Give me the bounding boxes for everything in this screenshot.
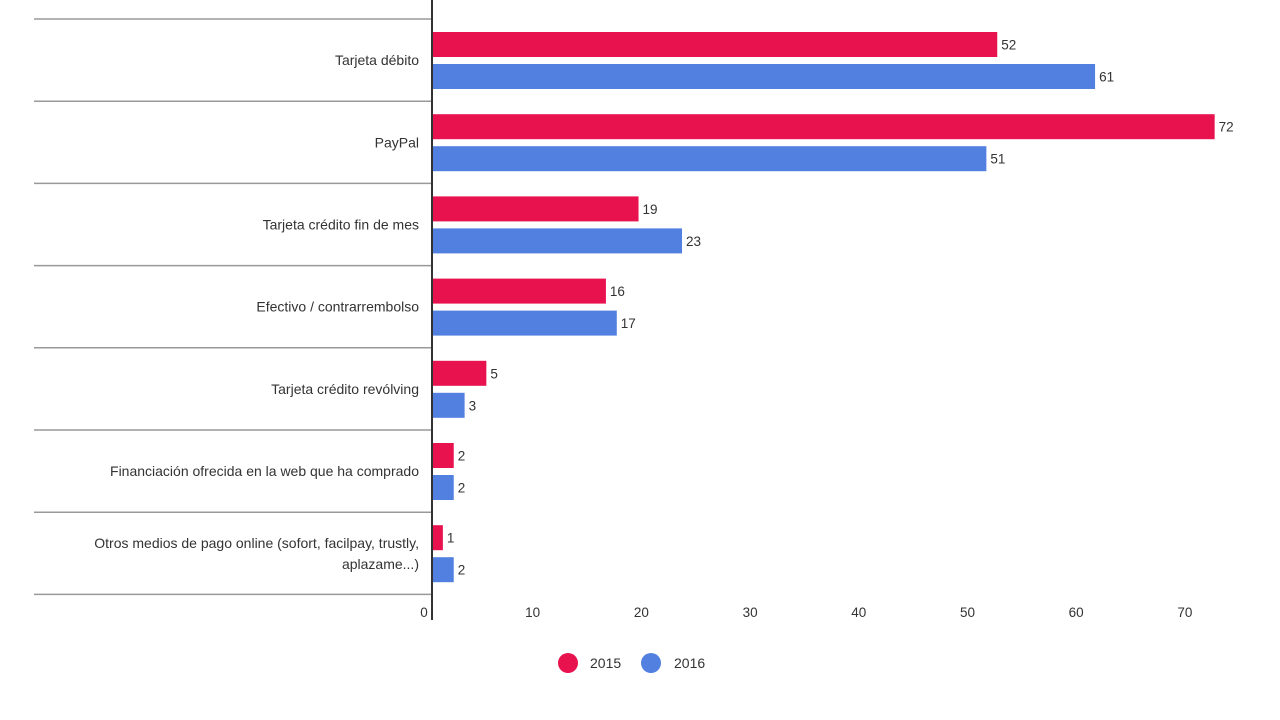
value-label: 2 — [458, 449, 466, 464]
category-label: PayPal — [375, 134, 419, 150]
category-label: Tarjeta débito — [335, 52, 419, 68]
bar-2015 — [432, 32, 998, 57]
x-tick-label: 0 — [420, 605, 428, 620]
value-label: 51 — [990, 152, 1005, 167]
legend-marker-2016 — [641, 653, 661, 673]
value-label: 61 — [1099, 70, 1114, 85]
value-label: 52 — [1001, 38, 1016, 53]
x-tick-label: 70 — [1177, 605, 1192, 620]
x-tick-label: 20 — [634, 605, 649, 620]
bar-2016 — [432, 392, 465, 418]
category-label: Financiación ofrecida en la web que ha c… — [110, 463, 419, 479]
legend-label-2016: 2016 — [674, 655, 705, 671]
bar-2016 — [432, 64, 1096, 89]
category-label: Tarjeta crédito fin de mes — [263, 217, 419, 233]
bar-2015 — [432, 196, 639, 222]
category-label: aplazame...) — [342, 556, 419, 572]
x-tick-label: 30 — [743, 605, 758, 620]
value-label: 3 — [469, 398, 477, 413]
value-label: 5 — [490, 366, 498, 381]
bar-2016 — [432, 310, 617, 336]
bar-2015 — [432, 360, 487, 386]
x-tick-label: 50 — [960, 605, 975, 620]
bar-2016 — [432, 228, 683, 254]
value-label: 2 — [458, 481, 466, 496]
x-tick-label: 40 — [851, 605, 866, 620]
category-label: Otros medios de pago online (sofort, fac… — [94, 535, 419, 551]
category-label: Efectivo / contrarrembolso — [256, 299, 419, 315]
value-label: 17 — [621, 316, 636, 331]
legend-marker-2015 — [558, 653, 578, 673]
bar-2016 — [432, 557, 454, 583]
legend-label-2015: 2015 — [590, 655, 621, 671]
bar-2015 — [432, 114, 1215, 140]
x-tick-label: 60 — [1069, 605, 1084, 620]
value-label: 2 — [458, 563, 466, 578]
value-label: 19 — [643, 202, 658, 217]
value-label: 23 — [686, 234, 701, 249]
bar-2015 — [432, 278, 606, 304]
bar-2015 — [432, 525, 443, 551]
x-tick-label: 10 — [525, 605, 540, 620]
value-label: 16 — [610, 284, 625, 299]
category-label: Tarjeta crédito revólving — [271, 381, 419, 397]
bar-2016 — [432, 475, 454, 500]
value-label: 1 — [447, 531, 455, 546]
value-label: 72 — [1219, 120, 1234, 135]
bar-2016 — [432, 146, 987, 172]
bar-2015 — [432, 443, 454, 468]
